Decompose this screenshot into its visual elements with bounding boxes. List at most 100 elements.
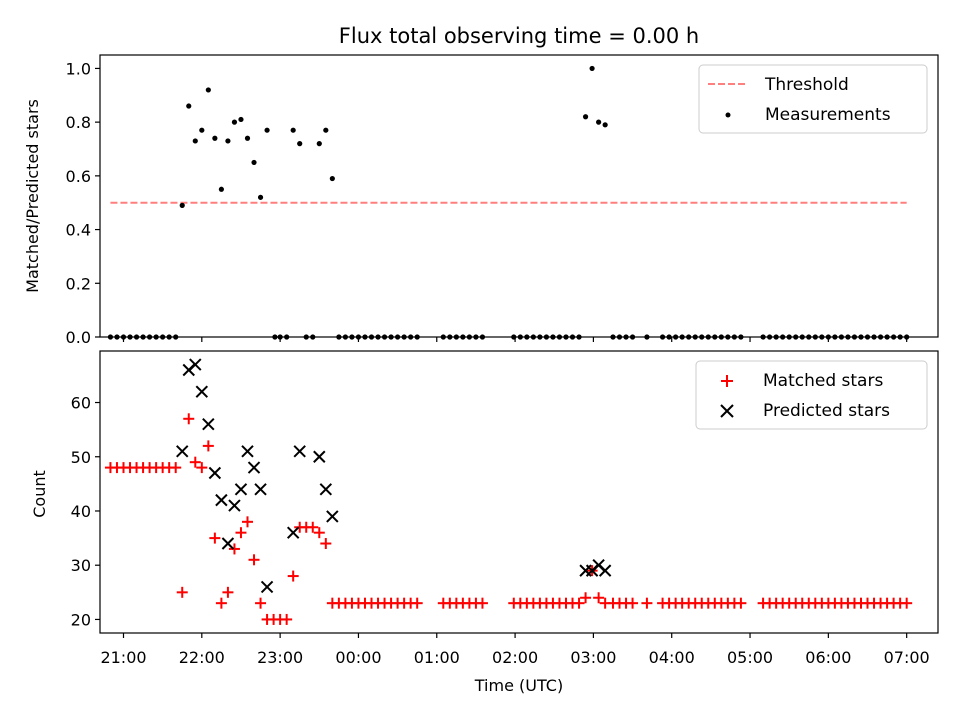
measurement-point bbox=[231, 119, 238, 125]
matched-point bbox=[255, 597, 267, 609]
matched-point bbox=[307, 521, 319, 533]
matched-point bbox=[320, 538, 332, 550]
measurement-point bbox=[589, 65, 595, 72]
count-xtick-label: 06:00 bbox=[805, 648, 851, 667]
count-ytick-label: 60 bbox=[71, 394, 91, 413]
predicted-point bbox=[202, 418, 215, 431]
predicted-point bbox=[195, 385, 209, 398]
count-legend: Matched stars Predicted stars bbox=[695, 360, 928, 430]
measurement-point bbox=[244, 135, 251, 141]
count-xtick-label: 05:00 bbox=[727, 648, 773, 667]
count-ytick-label: 40 bbox=[71, 502, 91, 521]
ratio-ytick-label: 0.0 bbox=[66, 328, 91, 347]
ratio-ytick-label: 0.6 bbox=[66, 167, 91, 186]
matched-point bbox=[241, 516, 253, 528]
count-ylabel: Count bbox=[30, 470, 49, 518]
predicted-point bbox=[286, 526, 300, 539]
ratio-panel: 0.0 0.2 0.4 0.6 0.8 1.0 Matched/Predicted sta… bbox=[23, 54, 939, 347]
measurement-point bbox=[596, 119, 602, 125]
count-xtick-label: 00:00 bbox=[335, 648, 381, 667]
predicted-point bbox=[176, 445, 189, 458]
count-panel: 20 30 40 50 60 21:00 22:00 23:00 00:00 01:00 02:00… bbox=[30, 350, 939, 695]
count-xtick-label: 22:00 bbox=[179, 648, 225, 667]
ratio-ylabel: Matched/Predicted stars bbox=[23, 99, 42, 293]
matched-point bbox=[627, 597, 639, 609]
matched-point bbox=[215, 597, 227, 609]
legend-predicted-swatch bbox=[720, 404, 734, 418]
count-ytick-label: 20 bbox=[71, 610, 91, 629]
predicted-point bbox=[234, 483, 248, 496]
measurement-point bbox=[582, 114, 589, 120]
count-ytick-label: 30 bbox=[71, 556, 91, 575]
measurement-point bbox=[238, 116, 244, 123]
predicted-point bbox=[215, 493, 228, 507]
ratio-legend: Threshold Measurements bbox=[698, 64, 928, 134]
predicted-point bbox=[293, 445, 306, 458]
count-plot-area bbox=[104, 358, 913, 625]
predicted-point bbox=[260, 580, 274, 594]
predicted-point bbox=[319, 483, 333, 496]
matched-point bbox=[580, 592, 592, 604]
matched-point bbox=[196, 462, 208, 474]
predicted-point bbox=[189, 358, 202, 371]
count-xtick-label: 21:00 bbox=[100, 648, 146, 667]
predicted-point bbox=[228, 499, 241, 512]
count-axes: 20 30 40 50 60 21:00 22:00 23:00 00:00 01:00 02:00… bbox=[71, 394, 930, 667]
predicted-point bbox=[208, 466, 222, 480]
matched-point bbox=[281, 613, 293, 625]
measurement-point bbox=[212, 135, 218, 141]
matched-point bbox=[183, 413, 195, 425]
predicted-point bbox=[221, 537, 235, 550]
legend-matched-swatch bbox=[721, 375, 733, 387]
measurement-point bbox=[329, 175, 335, 182]
matched-point bbox=[573, 597, 585, 609]
predicted-point bbox=[313, 450, 326, 463]
matched-point bbox=[287, 570, 299, 582]
measurement-point bbox=[290, 127, 296, 133]
matched-point bbox=[248, 554, 260, 566]
ratio-ytick-label: 0.8 bbox=[66, 113, 91, 132]
count-xtick-label: 03:00 bbox=[570, 648, 616, 667]
measurement-point bbox=[192, 138, 198, 144]
measurement-point bbox=[186, 103, 192, 109]
measurement-point bbox=[225, 138, 231, 144]
measurement-point bbox=[323, 127, 329, 133]
measurement-point bbox=[264, 127, 270, 133]
legend-measurements-swatch bbox=[725, 112, 731, 118]
count-xtick-label: 01:00 bbox=[414, 648, 460, 667]
figure-title: Flux total observing time = 0.00 h bbox=[339, 24, 699, 48]
measurement-point bbox=[602, 122, 608, 128]
measurement-point bbox=[205, 87, 211, 93]
matched-point bbox=[641, 597, 653, 609]
predicted-point bbox=[241, 445, 254, 458]
count-xtick-label: 04:00 bbox=[649, 648, 695, 667]
matched-point bbox=[735, 597, 747, 609]
predicted-point bbox=[247, 461, 261, 474]
matched-point bbox=[209, 532, 221, 544]
matched-point bbox=[313, 527, 325, 539]
measurement-point bbox=[257, 194, 264, 200]
measurement-point bbox=[251, 159, 257, 166]
count-legend-box bbox=[695, 360, 928, 430]
legend-predicted-label: Predicted stars bbox=[763, 401, 890, 421]
matched-point bbox=[222, 586, 234, 598]
measurement-point bbox=[218, 186, 224, 192]
count-xtick-label: 07:00 bbox=[884, 648, 930, 667]
ratio-axes-frame bbox=[99, 54, 939, 338]
matched-point bbox=[235, 527, 247, 539]
legend-matched-label: Matched stars bbox=[763, 371, 883, 391]
count-axes-frame bbox=[99, 350, 939, 634]
x-axis-label: Time (UTC) bbox=[474, 676, 563, 695]
count-xtick-label: 02:00 bbox=[492, 648, 538, 667]
legend-threshold-label: Threshold bbox=[764, 75, 849, 95]
ratio-ytick-label: 0.2 bbox=[66, 274, 91, 293]
measurement-point bbox=[199, 127, 205, 133]
predicted-point bbox=[254, 483, 267, 496]
ratio-ytick-label: 1.0 bbox=[66, 59, 91, 78]
ratio-ytick-label: 0.4 bbox=[66, 221, 91, 240]
ratio-legend-box bbox=[698, 64, 928, 134]
matched-point bbox=[593, 592, 605, 604]
measurement-point bbox=[316, 141, 322, 147]
measurement-point bbox=[297, 141, 303, 147]
